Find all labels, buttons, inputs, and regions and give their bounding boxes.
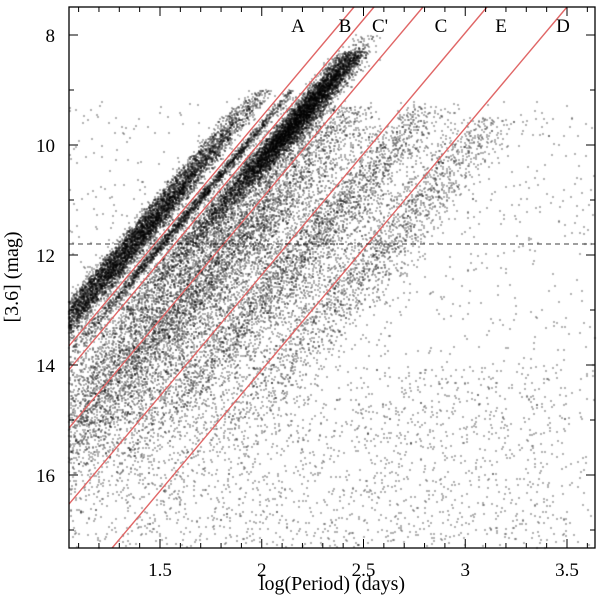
svg-text:16: 16 <box>36 466 55 487</box>
svg-text:[3.6] (mag): [3.6] (mag) <box>1 231 23 322</box>
svg-text:3.5: 3.5 <box>555 560 579 581</box>
svg-text:A: A <box>291 16 305 37</box>
svg-text:1.5: 1.5 <box>148 560 172 581</box>
svg-text:14: 14 <box>36 356 56 377</box>
svg-text:C': C' <box>372 16 388 37</box>
svg-text:3: 3 <box>461 560 471 581</box>
svg-text:10: 10 <box>36 136 55 157</box>
svg-text:E: E <box>495 16 507 37</box>
svg-text:12: 12 <box>36 246 55 267</box>
svg-text:B: B <box>339 16 352 37</box>
svg-text:8: 8 <box>46 26 56 47</box>
svg-text:C: C <box>435 16 448 37</box>
svg-text:log(Period) (days): log(Period) (days) <box>259 573 405 595</box>
svg-text:D: D <box>556 16 570 37</box>
